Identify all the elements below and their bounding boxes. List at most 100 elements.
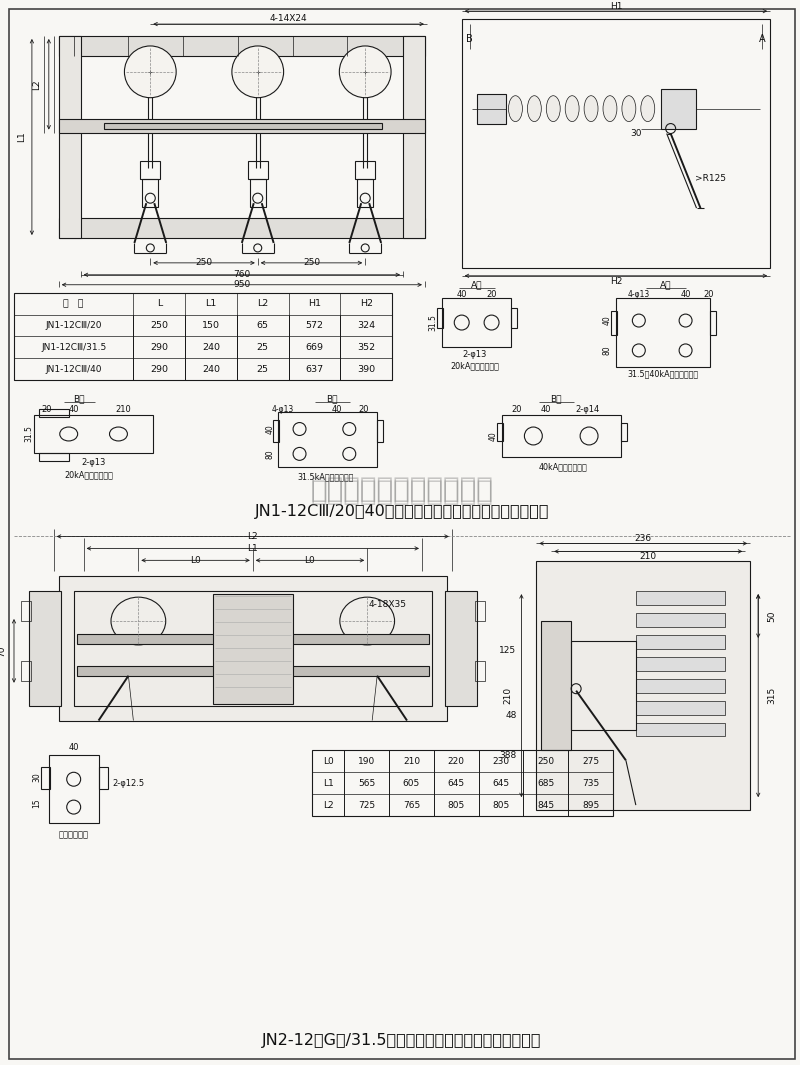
Bar [142, 179, 158, 207]
Text: JN1-12CⅢ/20: JN1-12CⅢ/20 [46, 321, 102, 330]
Text: 805: 805 [492, 801, 510, 809]
Bar [437, 308, 443, 328]
Text: 40: 40 [332, 405, 342, 413]
Text: 315: 315 [768, 687, 777, 704]
Bar [213, 594, 293, 704]
Bar [49, 755, 98, 823]
Text: 4-φ13: 4-φ13 [628, 290, 650, 299]
Bar [474, 661, 485, 681]
Text: L2: L2 [257, 299, 268, 308]
Text: 324: 324 [357, 321, 375, 330]
Text: L1: L1 [323, 779, 334, 788]
Text: 仰征普菲特电器有限公司: 仰征普菲特电器有限公司 [310, 475, 494, 503]
Bar [403, 36, 425, 237]
Bar [14, 293, 392, 380]
Text: 669: 669 [306, 343, 323, 351]
Text: 40: 40 [457, 290, 467, 299]
Text: JN2-12（G）/31.5户内高压接地开关外形及安装尺尿图: JN2-12（G）/31.5户内高压接地开关外形及安装尺尿图 [262, 1033, 542, 1048]
Text: 572: 572 [306, 321, 323, 330]
Text: 2-φ13: 2-φ13 [82, 458, 106, 468]
Text: 4-14X24: 4-14X24 [270, 14, 307, 22]
Text: 845: 845 [538, 801, 554, 809]
Text: 605: 605 [403, 779, 420, 788]
Ellipse shape [339, 46, 391, 98]
Bar [358, 179, 373, 207]
Text: 30: 30 [630, 129, 642, 138]
Text: 765: 765 [403, 801, 420, 809]
Text: 190: 190 [358, 757, 375, 766]
Text: 230: 230 [493, 757, 510, 766]
Bar [41, 767, 50, 789]
Bar [636, 678, 726, 692]
Bar [248, 162, 268, 179]
Text: 2-φ12.5: 2-φ12.5 [112, 779, 145, 788]
Text: 仰征普菲特电器有限公司: 仰征普菲特电器有限公司 [310, 478, 494, 506]
Bar [636, 613, 726, 627]
Bar [58, 118, 425, 132]
Bar [462, 19, 770, 267]
Text: 210: 210 [115, 405, 131, 413]
Text: 20: 20 [511, 405, 522, 413]
Text: 2-φ13: 2-φ13 [462, 350, 487, 359]
Text: 388: 388 [499, 751, 517, 759]
Text: 725: 725 [358, 801, 375, 809]
Bar [571, 641, 636, 731]
Text: 50: 50 [768, 610, 777, 622]
Bar [477, 94, 506, 124]
Text: 2-φ14: 2-φ14 [575, 405, 599, 413]
Text: L: L [157, 299, 162, 308]
Bar [542, 621, 571, 751]
Bar [661, 88, 695, 129]
Text: 20: 20 [486, 290, 497, 299]
Bar [621, 423, 627, 441]
Text: 390: 390 [357, 365, 375, 374]
Text: 15: 15 [32, 799, 42, 808]
Text: 290: 290 [150, 343, 168, 351]
Text: 290: 290 [150, 365, 168, 374]
Text: JN1-12CⅢ/31.5: JN1-12CⅢ/31.5 [41, 343, 106, 351]
Text: 645: 645 [448, 779, 465, 788]
Bar [636, 591, 726, 605]
Bar [39, 409, 69, 417]
Text: 895: 895 [582, 801, 599, 809]
Text: 210: 210 [503, 687, 512, 704]
Text: 125: 125 [499, 646, 517, 655]
Ellipse shape [603, 96, 617, 121]
Ellipse shape [641, 96, 654, 121]
Text: H1: H1 [610, 2, 622, 11]
Text: B视: B视 [326, 395, 338, 404]
Text: 250: 250 [303, 259, 320, 267]
Text: 40: 40 [680, 290, 691, 299]
Text: 236: 236 [634, 534, 652, 543]
Text: 240: 240 [202, 343, 220, 351]
Text: H2: H2 [610, 277, 622, 286]
Text: 20: 20 [358, 405, 369, 413]
Ellipse shape [565, 96, 579, 121]
Text: 220: 220 [448, 757, 465, 766]
Text: 20kA接线端子尺尿: 20kA接线端子尺尿 [64, 471, 113, 479]
Ellipse shape [125, 46, 176, 98]
Bar [313, 751, 613, 816]
Text: A视: A视 [471, 280, 482, 290]
Text: 30: 30 [32, 772, 42, 782]
Text: B视: B视 [550, 395, 562, 404]
Ellipse shape [340, 597, 394, 645]
Text: 352: 352 [357, 343, 375, 351]
Text: 565: 565 [358, 779, 375, 788]
Text: 4-18X35: 4-18X35 [368, 600, 406, 608]
Text: A视: A视 [660, 280, 671, 290]
Text: 685: 685 [537, 779, 554, 788]
Text: B视: B视 [73, 395, 85, 404]
Text: L0: L0 [323, 757, 334, 766]
Text: 250: 250 [195, 259, 213, 267]
Bar [497, 423, 502, 441]
Text: 735: 735 [582, 779, 599, 788]
Text: 150: 150 [202, 321, 220, 330]
Bar [98, 767, 107, 789]
Bar [39, 453, 69, 461]
Bar [58, 36, 81, 237]
Text: L2: L2 [32, 79, 42, 89]
Bar [74, 591, 432, 706]
Text: L2: L2 [247, 531, 258, 541]
Text: 20: 20 [703, 290, 714, 299]
